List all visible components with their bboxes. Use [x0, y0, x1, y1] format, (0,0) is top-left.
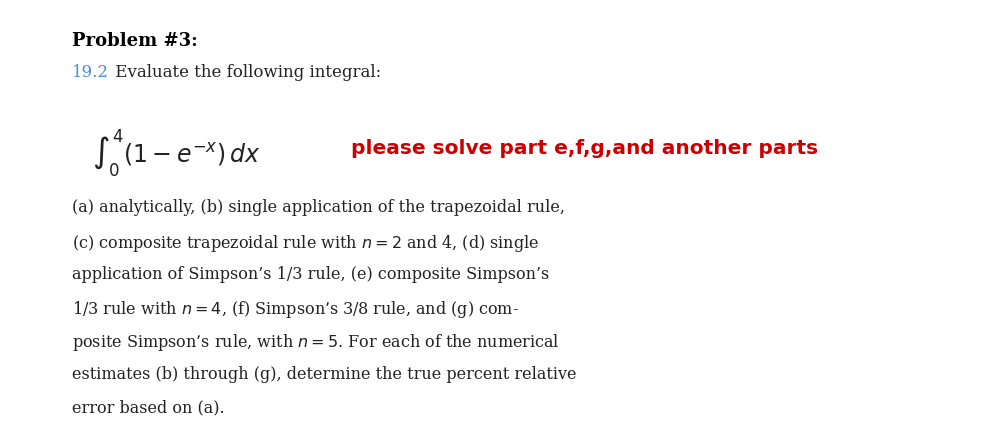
Text: (c) composite trapezoidal rule with $n = 2$ and 4, (d) single: (c) composite trapezoidal rule with $n =…: [72, 233, 540, 254]
Text: estimates (b) through (g), determine the true percent relative: estimates (b) through (g), determine the…: [72, 366, 577, 383]
Text: error based on (a).: error based on (a).: [72, 399, 225, 416]
Text: (a) analytically, (b) single application of the trapezoidal rule,: (a) analytically, (b) single application…: [72, 199, 565, 216]
Text: $\int_{0}^{4}(1 - e^{-x})\,dx$: $\int_{0}^{4}(1 - e^{-x})\,dx$: [92, 127, 261, 179]
Text: please solve part e,f,g,and another parts: please solve part e,f,g,and another part…: [351, 139, 818, 158]
Text: 19.2: 19.2: [72, 64, 109, 81]
Text: posite Simpson’s rule, with $n = 5$. For each of the numerical: posite Simpson’s rule, with $n = 5$. For…: [72, 333, 560, 354]
Text: 1/3 rule with $n = 4$, (f) Simpson’s 3/8 rule, and (g) com-: 1/3 rule with $n = 4$, (f) Simpson’s 3/8…: [72, 299, 519, 320]
Text: application of Simpson’s 1/3 rule, (e) composite Simpson’s: application of Simpson’s 1/3 rule, (e) c…: [72, 266, 550, 283]
Text: Evaluate the following integral:: Evaluate the following integral:: [110, 64, 381, 81]
Text: Problem #3:: Problem #3:: [72, 32, 198, 50]
